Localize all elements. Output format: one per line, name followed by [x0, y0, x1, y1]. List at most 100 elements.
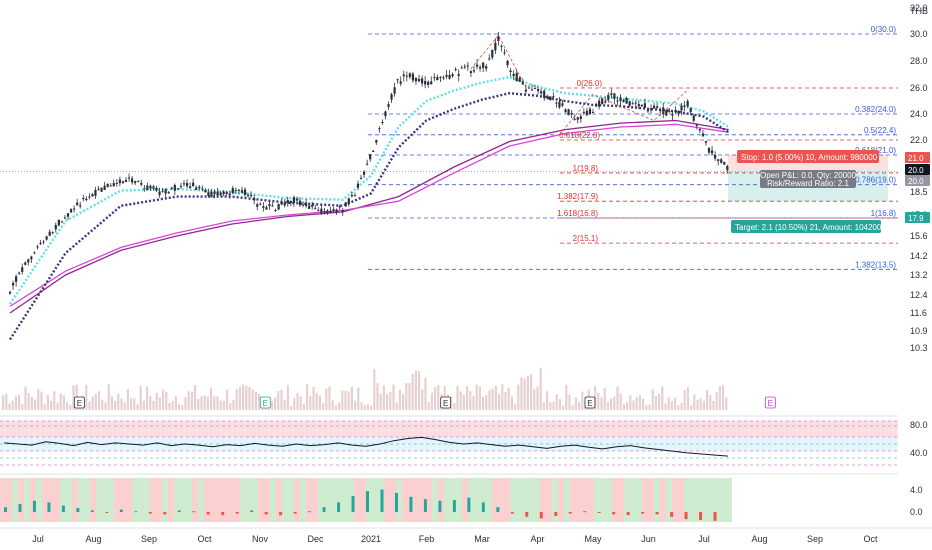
volume-bar — [133, 398, 136, 410]
price-tick: 10.9 — [910, 326, 928, 336]
macd-background-cell — [468, 478, 474, 522]
candle-body — [335, 209, 338, 213]
candle-body — [124, 180, 128, 182]
time-tick: 2021 — [361, 534, 381, 544]
candle-body — [85, 198, 88, 201]
macd-background-cell — [576, 478, 582, 522]
candle-body — [707, 148, 711, 153]
macd-background-cell — [504, 478, 510, 522]
candle-body — [701, 133, 705, 137]
volume-bar — [88, 401, 91, 410]
volume-bar — [414, 370, 417, 410]
candle-body — [521, 81, 524, 85]
candle-body — [405, 75, 408, 77]
candle-body — [341, 210, 344, 213]
volume-bar — [366, 404, 369, 410]
volume-bar — [642, 398, 645, 410]
price-tick: 24.0 — [910, 109, 928, 119]
candle-body — [66, 213, 70, 217]
candle-body — [292, 197, 295, 203]
macd-background-cell — [570, 478, 576, 522]
macd-histogram-bar — [90, 510, 94, 512]
position-labels[interactable]: Stop: 1.0 (5.00%) 10, Amount: 980000 Open… — [731, 150, 886, 233]
candle-body — [338, 206, 341, 208]
candle-body — [723, 161, 726, 165]
macd-background-cell — [678, 478, 684, 522]
candle-body — [329, 210, 332, 213]
volume-bar — [555, 394, 558, 410]
candle-body — [21, 267, 24, 272]
candle-body — [695, 124, 698, 126]
fib-label-blue: 0.5(22.4) — [864, 126, 896, 135]
macd-background-cell — [720, 478, 726, 522]
candle-body — [143, 188, 146, 190]
volume-bar — [453, 403, 456, 410]
macd-background-cell — [726, 478, 732, 522]
fib-label-blue: 0.786(19.0) — [855, 176, 896, 185]
volume-bar — [69, 404, 72, 410]
candle-body — [39, 242, 42, 244]
macd-histogram-bar — [308, 511, 312, 513]
candle-body — [674, 110, 677, 112]
volume-bar — [549, 402, 552, 410]
volume-bar — [434, 387, 437, 410]
macd-background-cell — [444, 478, 450, 522]
time-tick: Jul — [698, 534, 710, 544]
macd-background-cell — [270, 478, 276, 522]
volume-bar — [98, 391, 101, 410]
volume-bar — [421, 389, 424, 410]
candle-body — [384, 111, 387, 117]
macd-background-cell — [240, 478, 246, 522]
macd-histogram-bar — [539, 512, 543, 519]
macd-histogram-bar — [134, 511, 138, 513]
macd-background-cell — [402, 478, 408, 522]
macd-background-cell — [222, 478, 228, 522]
volume-bar — [472, 395, 475, 410]
volume-bar — [203, 395, 206, 410]
volume-bar — [158, 397, 161, 410]
volume-bar — [616, 386, 619, 410]
candle-body — [692, 116, 695, 121]
macd-background-cell — [642, 478, 648, 522]
volume-bar — [290, 405, 293, 410]
candle-body — [231, 188, 234, 194]
volume-bar — [43, 404, 46, 410]
volume-bar — [62, 395, 65, 410]
candle-body — [494, 42, 497, 51]
candle-body — [158, 191, 161, 196]
candle-body — [640, 104, 643, 107]
volume-bar — [162, 389, 165, 410]
volume-bar — [427, 402, 430, 410]
candle-body — [33, 252, 36, 254]
macd-histogram-bar — [322, 507, 326, 512]
volume-bar — [626, 402, 629, 410]
macd-background-cell — [144, 478, 150, 522]
macd-histogram-bar — [670, 512, 674, 517]
volume-bar — [126, 388, 129, 410]
time-axis[interactable]: Jul Aug Sep Oct Nov Dec 2021 Feb Mar Apr May Jun Jul… — [0, 527, 932, 544]
macd-background-cell — [234, 478, 240, 522]
price-tick: 12.4 — [910, 290, 928, 300]
volume-bar — [715, 392, 718, 410]
macd-histogram-bar — [32, 500, 36, 512]
volume-bar — [152, 400, 155, 410]
macd-histogram-bar — [467, 497, 471, 512]
macd-background-cell — [654, 478, 660, 522]
volume-bar — [72, 385, 75, 410]
candle-body — [94, 189, 97, 196]
macd-histogram-bar — [583, 511, 587, 513]
macd-background-cell — [288, 478, 294, 522]
macd-tick: 4.0 — [910, 485, 923, 495]
candle-body — [717, 159, 720, 161]
volume-bar — [104, 402, 107, 410]
volume-bar — [533, 388, 536, 410]
macd-background-cell — [300, 478, 306, 522]
time-tick: Sep — [807, 534, 823, 544]
rsi-tick: 40.0 — [910, 448, 928, 458]
volume-bar — [248, 387, 251, 410]
candle-body — [524, 89, 527, 92]
volume-bar — [94, 393, 97, 410]
earnings-marker-label: E — [263, 399, 268, 408]
